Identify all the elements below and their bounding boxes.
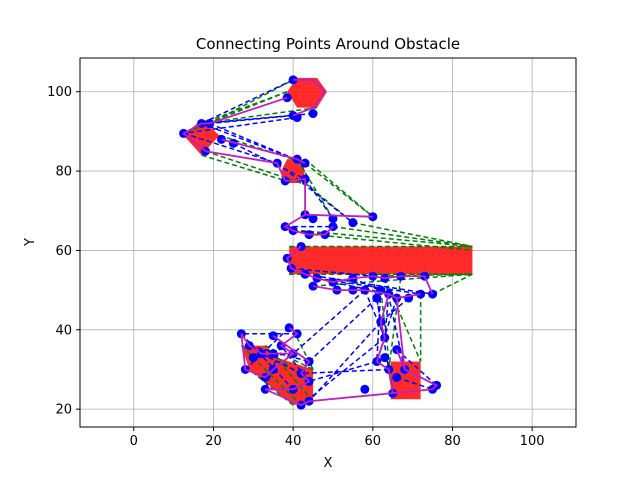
blue-dashed-line: [301, 368, 389, 375]
blue-dashed-line: [308, 321, 382, 402]
path-line: [264, 388, 310, 407]
data-point: [372, 293, 382, 303]
green-dashed-line: [264, 345, 314, 402]
path-line: [181, 96, 288, 152]
x-tick-label: 0: [130, 434, 138, 449]
blue-dashed-line: [249, 344, 310, 363]
green-dashed-line: [352, 221, 473, 248]
y-tick-label: 40: [55, 323, 72, 338]
green-dashed-line: [388, 278, 402, 370]
blue-dashed-line: [308, 360, 378, 383]
path-line: [283, 213, 334, 236]
data-point: [348, 218, 358, 228]
obstacle-rectangle: [289, 246, 473, 275]
blue-dashed-line: [376, 297, 398, 362]
x-tick-label: 20: [205, 434, 222, 449]
green-dashed-line: [240, 345, 302, 406]
green-dashed-line: [312, 233, 473, 252]
y-tick-label: 80: [55, 165, 72, 180]
green-dashed-line: [301, 229, 473, 248]
x-axis-label: X: [324, 456, 333, 471]
path-line: [304, 273, 434, 295]
path-line: [221, 138, 306, 164]
axes-frame: [79, 57, 577, 428]
blue-dashed-line: [209, 114, 294, 125]
data-point: [380, 353, 390, 363]
green-dashed-line: [384, 277, 422, 362]
blue-dashed-line: [183, 116, 298, 135]
blue-dashed-line: [396, 376, 433, 391]
path-line: [375, 293, 394, 394]
data-point: [248, 353, 258, 363]
blue-dashed-line: [291, 267, 373, 277]
data-point: [308, 214, 318, 224]
path-line: [240, 333, 294, 379]
green-dashed-line: [183, 91, 288, 135]
blue-dashed-line: [244, 327, 290, 371]
path-line: [308, 368, 439, 403]
data-point: [392, 372, 402, 382]
x-tick-label: 40: [285, 434, 302, 449]
x-tick-label: 60: [365, 434, 382, 449]
data-point: [360, 384, 370, 394]
data-point: [308, 109, 318, 119]
green-dashed-line: [296, 158, 334, 220]
x-tick-label: 80: [444, 434, 461, 449]
green-dashed-line: [304, 162, 374, 218]
green-dashed-line: [201, 106, 318, 125]
path-line: [265, 335, 311, 391]
green-dashed-line: [201, 91, 288, 125]
blue-dashed-line: [304, 273, 433, 295]
path-line: [205, 150, 286, 182]
y-tick-label: 60: [55, 244, 72, 259]
path-line: [305, 213, 373, 218]
x-tick-label: 100: [520, 434, 545, 449]
y-tick-label: 100: [47, 85, 72, 100]
blue-dashed-line: [201, 79, 294, 125]
y-tick-label: 20: [55, 403, 72, 418]
path-line: [285, 178, 306, 215]
blue-dashed-line: [304, 178, 334, 220]
chart-title: Connecting Points Around Obstacle: [196, 35, 460, 53]
y-axis-label: Y: [23, 238, 38, 247]
path-line: [292, 78, 327, 117]
blue-dashed-line: [384, 294, 390, 338]
plot-area: 0 20 40 60 80 100 20 40 60 80 100: [47, 57, 577, 449]
blue-dashed-line: [209, 122, 306, 164]
blue-dashed-line: [380, 297, 410, 323]
blue-dashed-line: [300, 337, 386, 406]
path-line: [312, 285, 421, 299]
path-line: [286, 245, 306, 276]
green-dashed-line: [313, 273, 473, 287]
path-line: [240, 327, 299, 355]
obstacle-hexagon: [287, 77, 328, 108]
data-layer: [179, 75, 473, 410]
blue-dashed-line: [183, 132, 278, 164]
green-dashed-line: [304, 158, 374, 218]
green-dashed-line: [219, 134, 306, 164]
